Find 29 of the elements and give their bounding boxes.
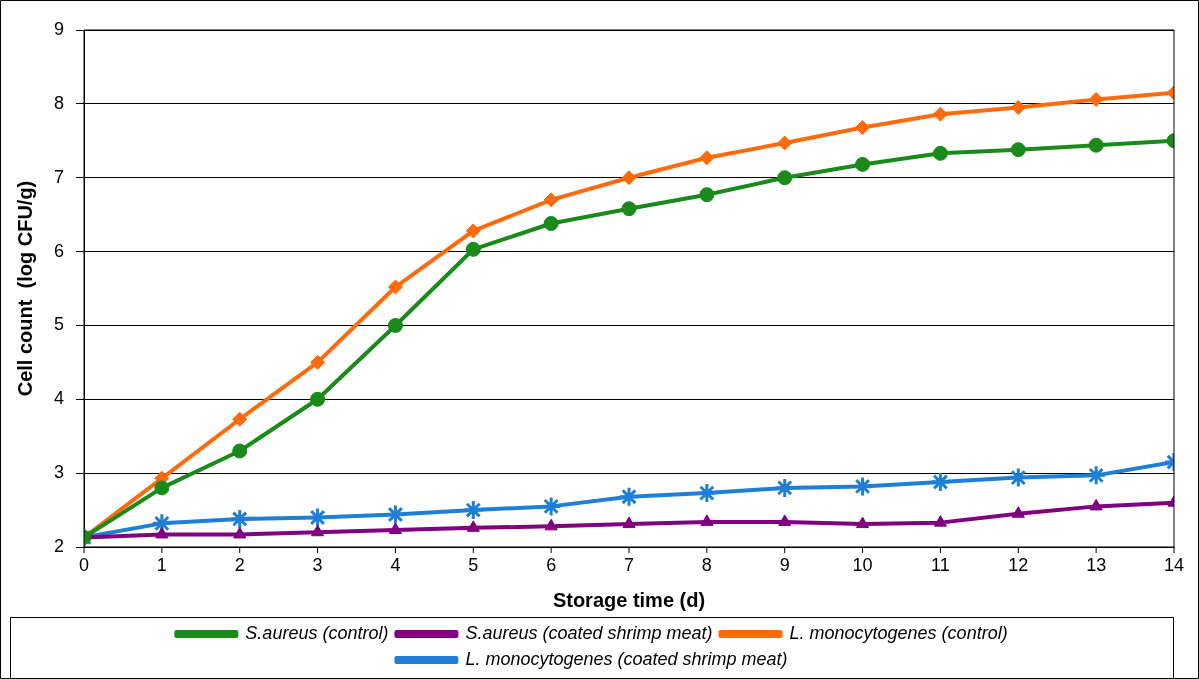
x-tick-label: 14 xyxy=(1163,554,1185,575)
legend-label: L. monocytogenes (coated shrimp meat) xyxy=(465,649,788,669)
x-tick-label: 0 xyxy=(79,554,90,575)
x-tick-label: 1 xyxy=(156,554,167,575)
x-tick-label: 6 xyxy=(546,554,557,575)
legend-label: S.aureus (control) xyxy=(245,623,389,643)
x-tick-label: 4 xyxy=(390,554,401,575)
y-tick-label: 6 xyxy=(54,240,65,261)
x-tick-label: 11 xyxy=(931,554,950,575)
x-tick-label: 12 xyxy=(1008,554,1029,575)
x-axis-title: Storage time (d) xyxy=(552,588,706,611)
y-tick-label: 4 xyxy=(54,388,65,409)
x-tick-label: 5 xyxy=(468,554,479,575)
legend-label: L. monocytogenes (control) xyxy=(789,623,1008,643)
x-tick-label: 10 xyxy=(852,554,873,575)
y-tick-label: 8 xyxy=(54,92,65,113)
y-axis-title: Cell count (log CFU/g) xyxy=(13,180,36,397)
x-tick-label: 13 xyxy=(1086,554,1107,575)
legend-label: S.aureus (coated shrimp meat) xyxy=(465,623,713,643)
x-tick-label: 7 xyxy=(624,554,635,575)
y-tick-label: 2 xyxy=(54,535,65,556)
x-tick-label: 3 xyxy=(312,554,323,575)
x-tick-label: 9 xyxy=(779,554,790,575)
y-tick-label: 9 xyxy=(54,18,65,39)
y-tick-label: 5 xyxy=(54,314,65,335)
x-tick-label: 2 xyxy=(234,554,245,575)
y-tick-label: 7 xyxy=(54,166,65,187)
x-tick-label: 8 xyxy=(701,554,712,575)
y-tick-label: 3 xyxy=(54,462,65,483)
